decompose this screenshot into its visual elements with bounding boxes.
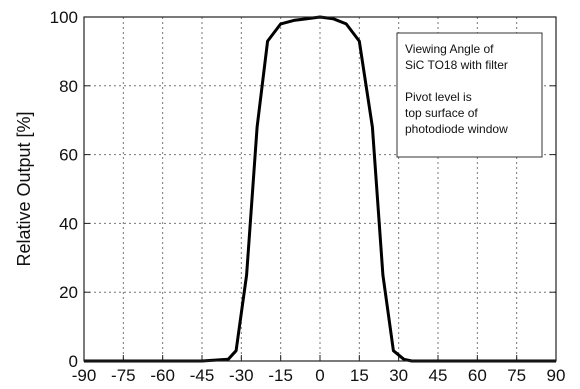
annotation-line: top surface of <box>405 106 478 120</box>
x-tick-label: 75 <box>507 366 526 385</box>
x-tick-label: -30 <box>229 366 254 385</box>
x-tick-label: 0 <box>315 366 324 385</box>
y-tick-label: 100 <box>50 8 78 27</box>
x-tick-label: 15 <box>350 366 369 385</box>
annotation-line: Pivot level is <box>405 90 472 104</box>
annotation: Viewing Angle of SiC TO18 with filter Pivo… <box>396 32 543 158</box>
annotation-line: Viewing Angle of <box>405 42 494 56</box>
grid <box>84 17 556 361</box>
x-tick-label: 90 <box>547 366 566 385</box>
x-tick-label: 60 <box>468 366 487 385</box>
annotation-line: SiC TO18 with filter <box>405 58 508 72</box>
x-tick-label: 45 <box>429 366 448 385</box>
axis-labels: -90 -75 -60 -45 -30 -15 0 15 30 45 60 75 90 0 20 40 60 80… <box>14 8 565 385</box>
y-tick-label: 80 <box>59 77 78 96</box>
x-tick-label: -45 <box>190 366 215 385</box>
x-tick-label: -60 <box>150 366 175 385</box>
y-tick-label: 60 <box>59 146 78 165</box>
y-axis-title: Relative Output [%] <box>14 111 34 266</box>
y-tick-label: 40 <box>59 214 78 233</box>
y-tick-label: 0 <box>69 352 78 371</box>
x-tick-label: 30 <box>389 366 408 385</box>
x-tick-label: -90 <box>72 366 97 385</box>
x-tick-label: -75 <box>111 366 136 385</box>
annotation-box <box>396 32 543 158</box>
plot-frame <box>83 16 557 362</box>
x-tick-label: -15 <box>268 366 293 385</box>
y-tick-label: 20 <box>59 283 78 302</box>
annotation-line: photodiode window <box>405 122 508 136</box>
